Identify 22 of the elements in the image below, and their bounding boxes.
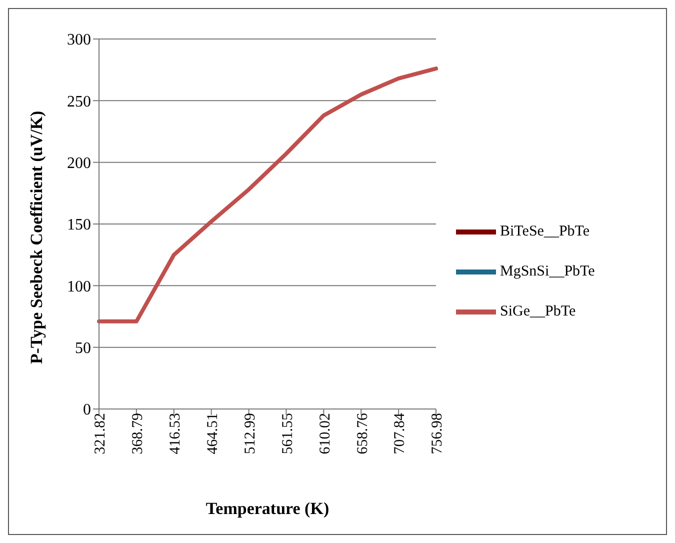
x-tick-label: 416.53: [168, 413, 184, 454]
x-tick-label: 707.84: [392, 412, 408, 454]
x-tick-label: 321.82: [92, 413, 109, 454]
x-tick-label: 658.76: [354, 412, 371, 454]
x-tick-label: 464.51: [204, 413, 221, 454]
y-axis-title: P-Type Seebeck Coefficient (uV/K): [27, 110, 46, 364]
x-axis-title: Temperature (K): [206, 499, 330, 518]
x-tick-label: 756.98: [430, 413, 446, 454]
x-tick-label: 512.99: [242, 413, 258, 454]
y-tick-label: 150: [67, 216, 91, 234]
y-tick-label: 300: [67, 32, 91, 49]
y-tick-label: 100: [67, 278, 91, 296]
y-tick-label: 250: [67, 93, 91, 110]
x-tick-label: 561.55: [280, 413, 296, 454]
legend-label: BiTeSe__PbTe: [500, 222, 590, 239]
x-tick-label: 610.02: [317, 413, 334, 454]
x-tick-label: 368.79: [130, 413, 146, 454]
legend-label: SiGe__PbTe: [500, 302, 576, 319]
legend-label: MgSnSi__PbTe: [500, 262, 595, 279]
y-tick-label: 0: [83, 402, 91, 419]
y-tick-label: 50: [75, 340, 91, 358]
y-tick-label: 200: [67, 155, 91, 172]
